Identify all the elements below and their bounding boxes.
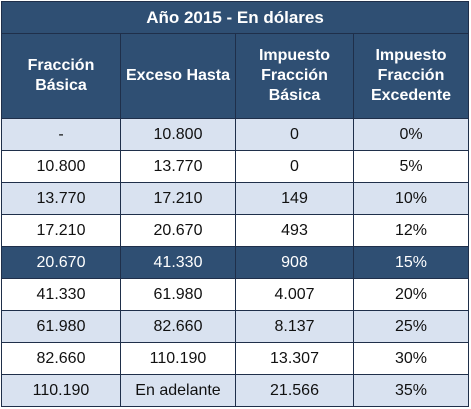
- header-line: Exceso Hasta: [125, 67, 231, 84]
- table-cell: 20.670: [120, 214, 236, 247]
- table-cell: 13.307: [235, 342, 354, 375]
- table-cell: 35%: [353, 374, 469, 407]
- table-cell: 908: [235, 246, 354, 279]
- table-cell: 25%: [353, 310, 469, 343]
- table-cell: 12%: [353, 214, 469, 247]
- table-cell: 82.660: [1, 342, 121, 375]
- header-line: Fracción: [261, 67, 328, 84]
- table-cell: 110.190: [120, 342, 236, 375]
- header-line: Básica: [35, 77, 87, 94]
- table-cell: -: [1, 118, 121, 151]
- table-row: 20.670 41.330 908 15%: [1, 246, 469, 279]
- table-cell: 8.137: [235, 310, 354, 343]
- table-cell: 17.210: [120, 182, 236, 215]
- header-line: Excedente: [370, 87, 452, 104]
- table-cell: 82.660: [120, 310, 236, 343]
- header-exceso-hasta: Exceso Hasta: [120, 33, 236, 119]
- table-cell: 20.670: [1, 246, 121, 279]
- table-row: 13.770 17.210 149 10%: [1, 182, 469, 215]
- header-line: Fracción: [27, 57, 95, 74]
- table-title: Año 2015 - En dólares: [1, 1, 469, 34]
- table-body: -10.800 0 0% 10.800 13.770 0 5% 13.770 17.210 149…: [1, 118, 469, 407]
- table-cell: 41.330: [1, 278, 121, 311]
- table-cell: 149: [235, 182, 354, 215]
- table-row: -10.800 0 0%: [1, 118, 469, 151]
- header-line: Básica: [268, 87, 321, 104]
- table-row: 10.800 13.770 0 5%: [1, 150, 469, 183]
- table-cell: 0: [235, 118, 354, 151]
- table-cell: 30%: [353, 342, 469, 375]
- header-impuesto-fraccion-excedente: Impuesto Fracción Excedente: [353, 33, 469, 119]
- header-fraccion-basica: Fracción Básica: [1, 33, 121, 119]
- table-cell: 17.210: [1, 214, 121, 247]
- table-cell: 10.800: [1, 150, 121, 183]
- table-cell: 61.980: [120, 278, 236, 311]
- table-row: 17.210 20.670 493 12%: [1, 214, 469, 247]
- table-header-row: Fracción Básica Exceso Hasta Impuesto Fr…: [1, 33, 469, 119]
- table-cell: 13.770: [1, 182, 121, 215]
- table-cell: 10%: [353, 182, 469, 215]
- header-impuesto-fraccion-basica: Impuesto Fracción Básica: [235, 33, 354, 119]
- table-cell: 4.007: [235, 278, 354, 311]
- table-row: 82.660 110.190 13.307 30%: [1, 342, 469, 375]
- table-cell: 0%: [353, 118, 469, 151]
- table-cell: 10.800: [120, 118, 236, 151]
- table-cell: En adelante: [120, 374, 236, 407]
- header-line: Impuesto: [258, 47, 331, 64]
- header-line: Fracción: [377, 67, 445, 84]
- table-cell: 13.770: [120, 150, 236, 183]
- table-cell: 0: [235, 150, 354, 183]
- table-cell: 21.566: [235, 374, 354, 407]
- table-cell: 110.190: [1, 374, 121, 407]
- table-cell: 41.330: [120, 246, 236, 279]
- header-line: Impuesto: [375, 47, 447, 64]
- table-title-row: Año 2015 - En dólares: [1, 1, 469, 34]
- table-cell: 61.980: [1, 310, 121, 343]
- table-row: 61.980 82.660 8.137 25%: [1, 310, 469, 343]
- table-row: 41.330 61.980 4.007 20%: [1, 278, 469, 311]
- table-cell: 20%: [353, 278, 469, 311]
- table-cell: 15%: [353, 246, 469, 279]
- table-cell: 493: [235, 214, 354, 247]
- table-cell: 5%: [353, 150, 469, 183]
- table-row: 110.190 En adelante 21.566 35%: [1, 374, 469, 407]
